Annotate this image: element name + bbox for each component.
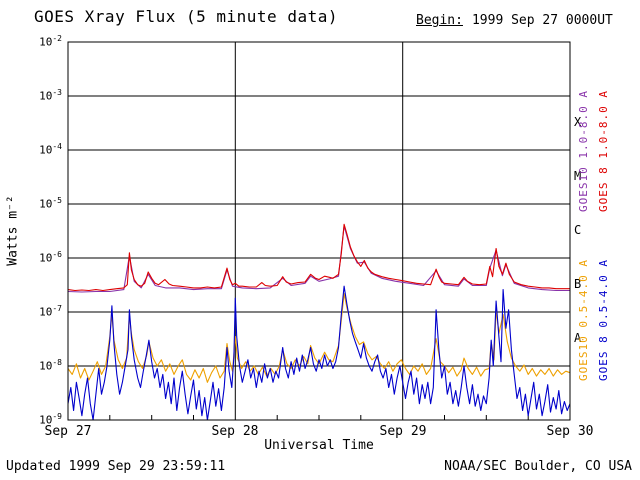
page-title: GOES Xray Flux (5 minute data) — [34, 7, 338, 26]
series-goes8-short — [67, 285, 571, 421]
updated-timestamp: Updated 1999 Sep 29 23:59:11 — [6, 459, 226, 474]
flare-class-A: A — [574, 331, 582, 345]
x-tick-label: Sep 27 — [44, 424, 92, 439]
y-tick-label: 10-9 — [39, 412, 62, 427]
y-tick-label: 10-7 — [39, 304, 62, 319]
y-tick-label: 10-2 — [39, 34, 62, 49]
begin-label: Begin: — [416, 13, 463, 28]
flare-class-X: X — [574, 115, 582, 129]
legend-goes8-short: GOES 8 0.5-4.0 A — [597, 259, 610, 381]
legend-goes8-long: GOES 8 1.0-8.0 A — [597, 90, 610, 212]
y-tick-label: 10-8 — [39, 358, 62, 373]
legend-goes10-short: GOES10 0.5-4.0 A — [577, 259, 590, 381]
y-axis-label: Watts m⁻² — [5, 195, 21, 266]
x-tick-label: Sep 29 — [379, 424, 427, 439]
x-tick-label: Sep 28 — [211, 424, 259, 439]
y-tick-label: 10-6 — [39, 250, 62, 265]
y-tick-label: 10-5 — [39, 196, 62, 211]
credit-text: NOAA/SEC Boulder, CO USA — [444, 459, 632, 474]
y-tick-label: 10-4 — [39, 142, 62, 157]
flare-class-M: M — [574, 169, 582, 183]
legend-goes10-long: GOES10 1.0-8.0 A — [577, 90, 590, 212]
flare-class-B: B — [574, 277, 582, 291]
x-axis-title: Universal Time — [264, 438, 374, 453]
series-goes8-long — [67, 223, 570, 292]
plot-frame — [67, 41, 571, 421]
y-tick-label: 10-3 — [39, 88, 62, 103]
x-tick-label: Sep 30 — [546, 424, 594, 439]
begin-value: 1999 Sep 27 0000UT — [471, 13, 613, 28]
flare-class-C: C — [574, 223, 582, 237]
begin-timestamp: Begin: 1999 Sep 27 0000UT — [416, 13, 613, 28]
